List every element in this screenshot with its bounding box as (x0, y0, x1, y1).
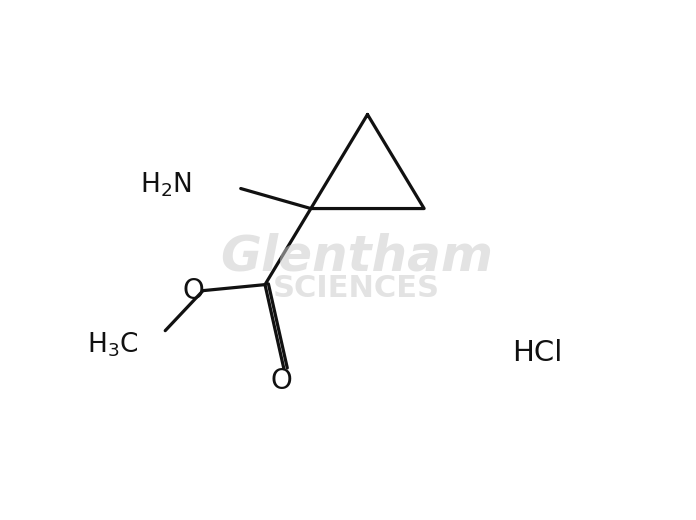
Text: H$_2$N: H$_2$N (141, 170, 192, 199)
Text: HCl: HCl (512, 339, 562, 367)
Text: O: O (270, 367, 292, 395)
Text: SCIENCES: SCIENCES (274, 274, 440, 303)
Text: H$_3$C: H$_3$C (86, 330, 139, 359)
Text: O: O (183, 278, 205, 305)
Text: Glentham: Glentham (220, 232, 493, 281)
